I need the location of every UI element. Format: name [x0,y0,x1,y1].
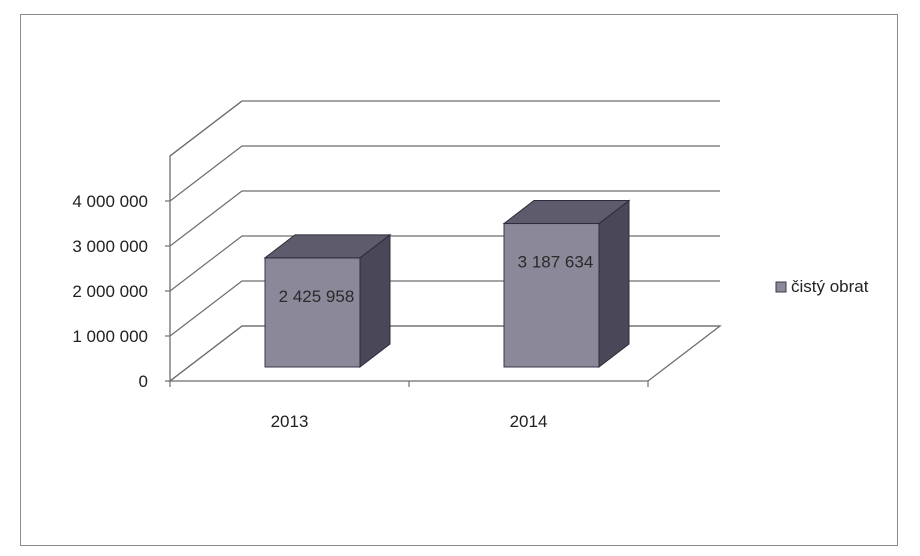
gridline [169,100,720,157]
x-axis-tick-labels: 2013 2014 [169,381,649,431]
y-tick-label: 2 000 000 [72,282,148,301]
legend-label: čistý obrat [791,277,869,296]
bar-top [502,200,631,225]
bar-front [264,257,361,368]
gridline [169,235,720,292]
y-axis-tick-labels: 0 1 000 000 2 000 000 3 000 000 4 000 000 [72,192,170,391]
bar-top [263,234,392,259]
gridlines [169,100,720,382]
x-tick-label: 2014 [510,412,548,431]
x-tick-label: 2013 [271,412,309,431]
gridline [169,325,720,382]
bars: 2 425 958 3 187 634 [263,199,631,369]
chart-floor [168,325,722,382]
chart-frame [20,14,898,546]
gridline [169,280,720,337]
data-label: 3 187 634 [518,253,594,272]
gridline [169,190,720,247]
bar-side [598,199,630,369]
data-label: 2 425 958 [279,287,355,306]
gridline [169,145,720,202]
chart-walls [168,100,722,382]
y-tick-label: 1 000 000 [72,327,148,346]
y-tick-label: 0 [139,372,148,391]
chart-side-wall [169,100,243,381]
bar: 2 425 958 [263,233,392,369]
legend: čistý obrat [775,277,869,296]
y-tick-label: 3 000 000 [72,237,148,256]
y-tick-label: 4 000 000 [72,192,148,211]
legend-item: čistý obrat [775,277,869,296]
legend-swatch [775,281,787,293]
bar-front [503,223,600,368]
bar: 3 187 634 [502,199,631,369]
